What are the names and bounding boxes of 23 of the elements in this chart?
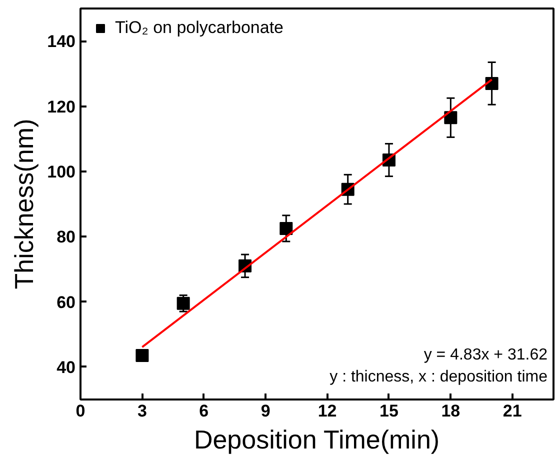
y-axis-title: Thickness(nm) [9, 118, 40, 290]
x-tick-label: 9 [260, 402, 270, 420]
legend-label: TiO₂ on polycarbonate [115, 18, 284, 38]
annotation: y = 4.83x + 31.62 [424, 346, 548, 364]
point [280, 222, 293, 235]
point [176, 296, 190, 310]
x-tick-label: 12 [318, 402, 337, 420]
point [444, 111, 458, 124]
x-tick-label: 18 [441, 402, 460, 420]
annotation: y : thicness, x : deposition time [330, 368, 548, 386]
y-tick-label: 120 [47, 97, 76, 116]
point [136, 349, 149, 362]
x-tick-label: 21 [502, 402, 522, 420]
y-tick-label: 40 [56, 358, 76, 377]
y-tick-label: 140 [47, 32, 76, 52]
x-axis-title: Deposition Time(min) [194, 424, 440, 454]
y-tick-label: 100 [47, 162, 76, 182]
x-tick-label: 15 [380, 402, 398, 420]
y-tick-label: 80 [56, 228, 76, 247]
x-tick-label: 6 [199, 402, 209, 420]
x-tick-label: 0 [76, 402, 86, 420]
y-tick-label: 60 [56, 292, 76, 312]
x-tick-label: 3 [137, 402, 147, 420]
